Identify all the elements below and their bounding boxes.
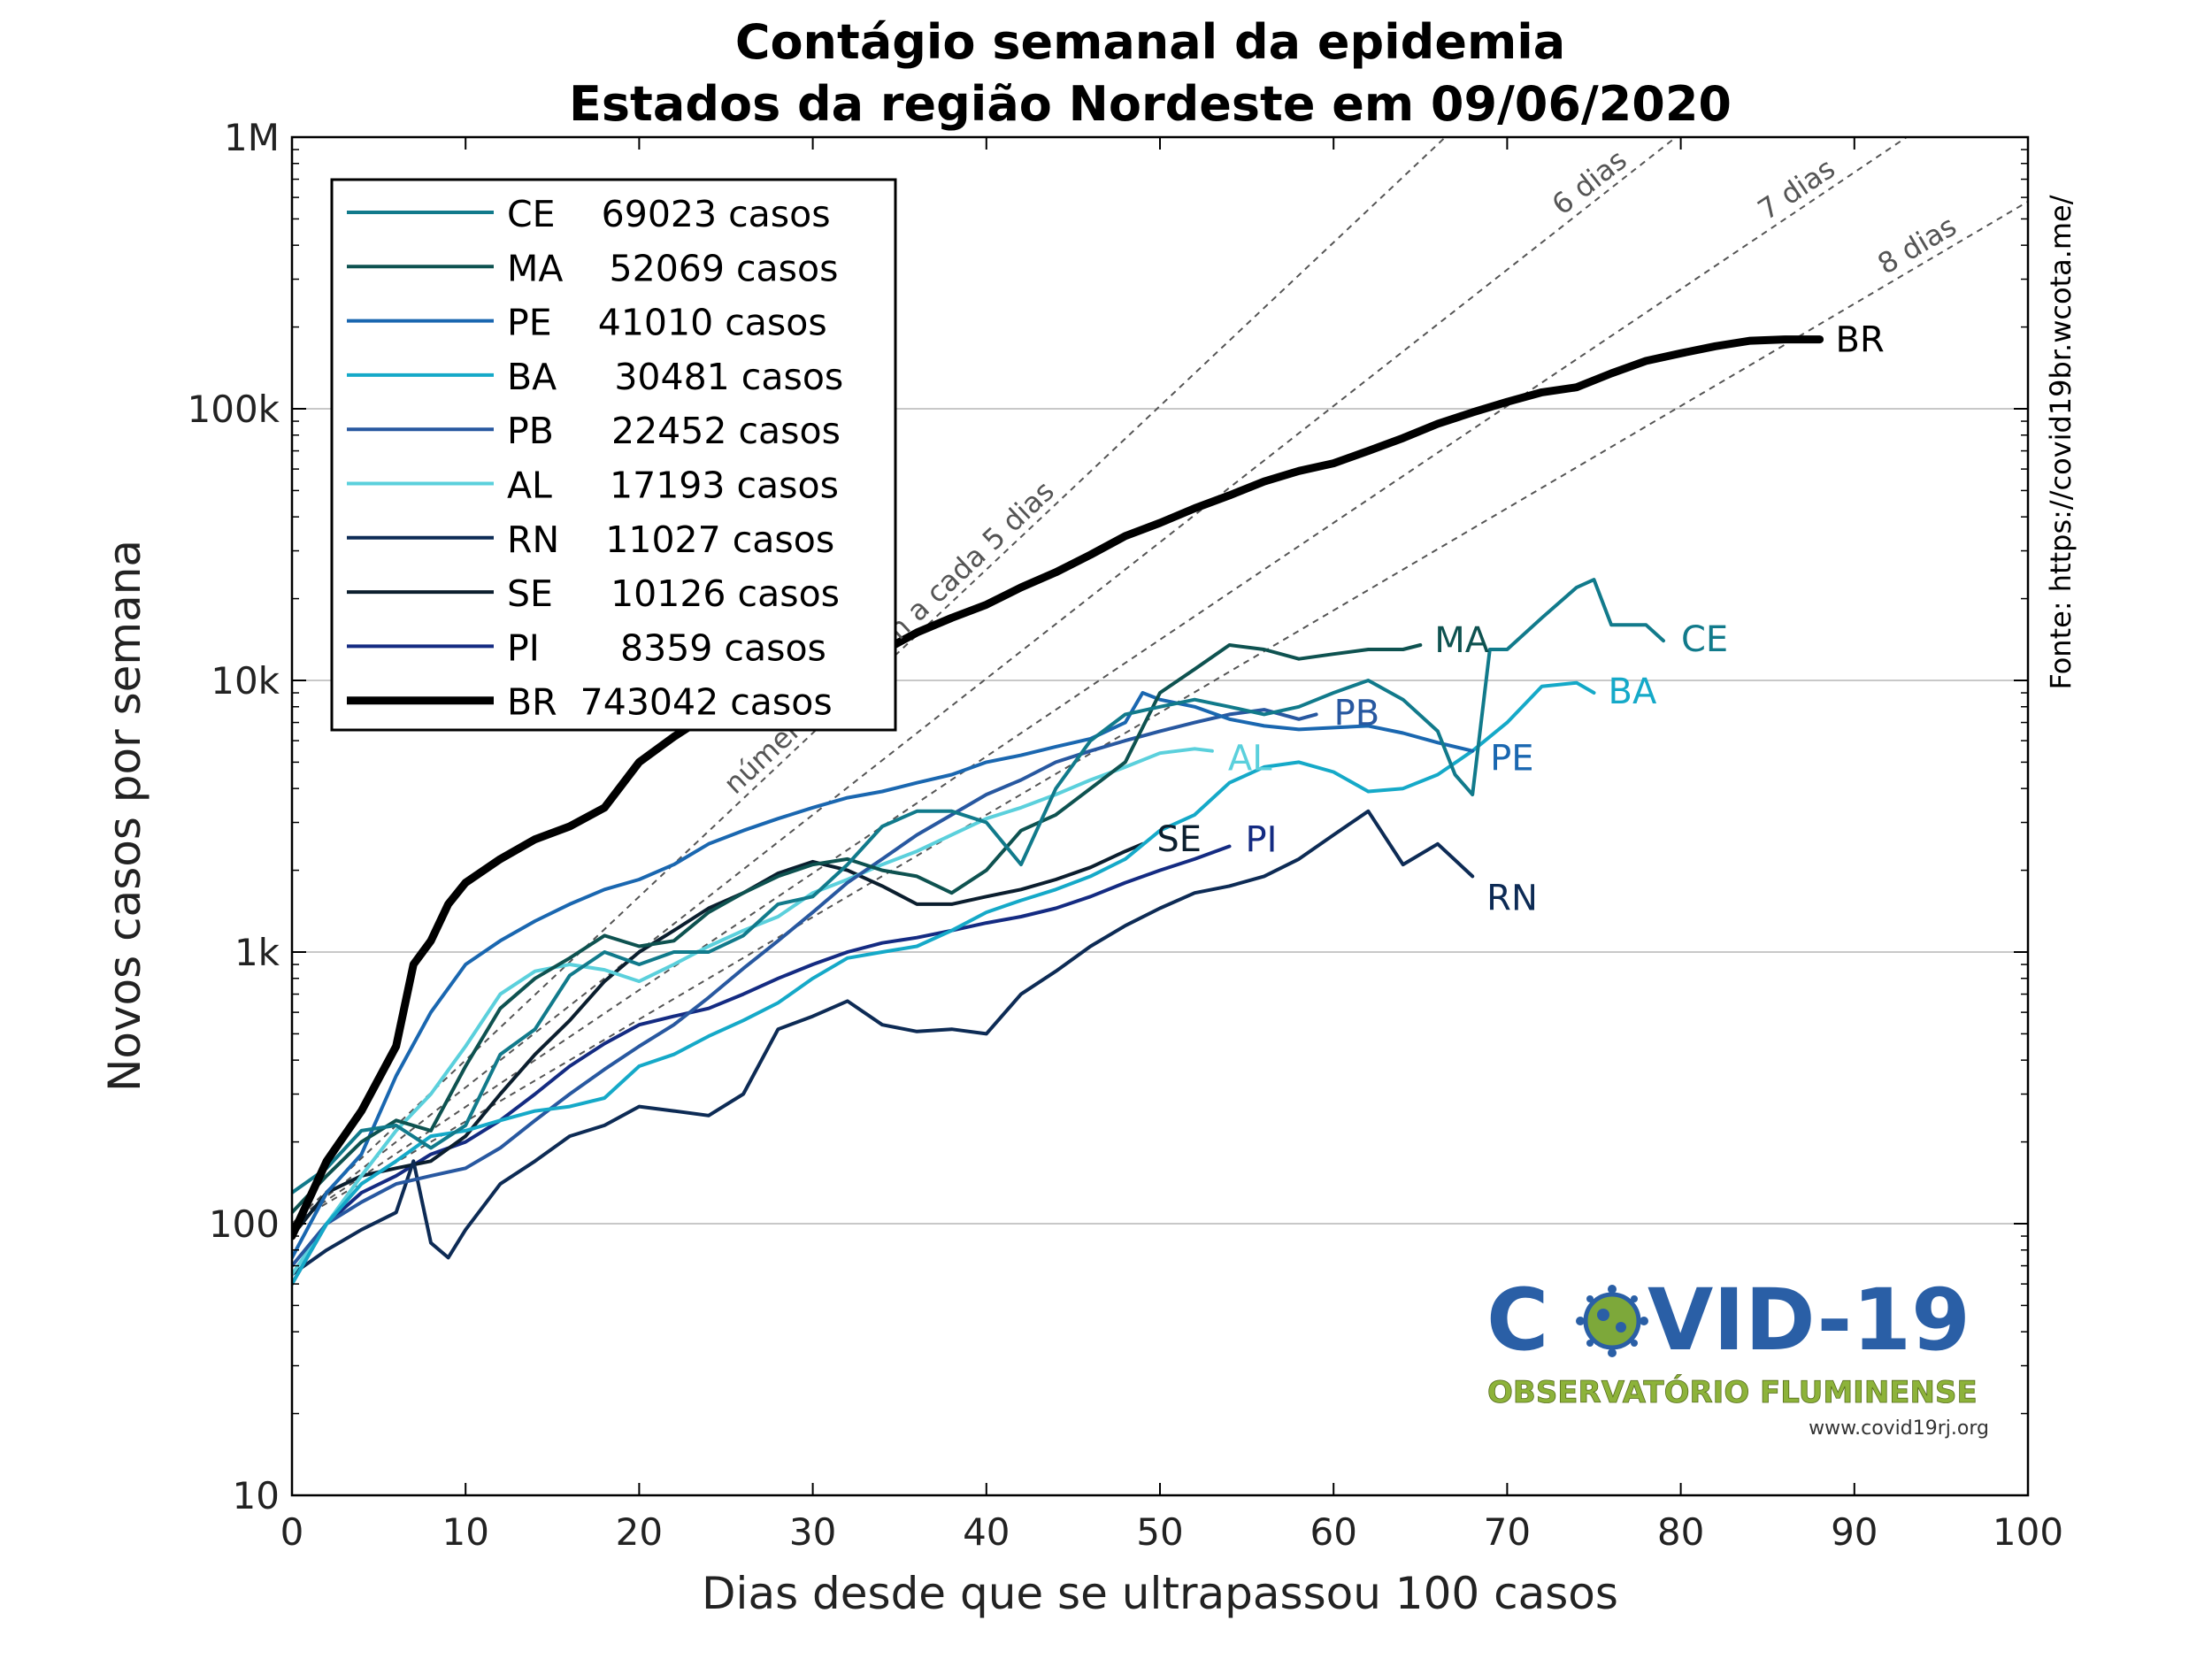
doubling-guide-line (292, 137, 1677, 1225)
x-tick-label: 30 (789, 1510, 836, 1554)
chart-title: Contágio semanal da epidemia (735, 14, 1565, 70)
x-tick-label: 60 (1310, 1510, 1356, 1554)
logo-title: C (1486, 1271, 1548, 1370)
x-tick-label: 40 (963, 1510, 1010, 1554)
chart-subtitle: Estados da região Nordeste em 09/06/2020 (569, 76, 1732, 132)
logo-subtitle: OBSERVATÓRIO FLUMINENSE (1487, 1374, 1978, 1410)
x-tick-label: 80 (1657, 1510, 1704, 1554)
series-line-br (292, 335, 1824, 1240)
legend-entry-ma: MA 52069 casos (507, 247, 839, 289)
legend: CE 69023 casos MA 52069 casos PE 41010 cas… (330, 178, 897, 732)
series-label-ba: BA (1609, 672, 1657, 712)
logo-url: www.covid19rj.org (1809, 1417, 1989, 1440)
series-label-rn: RN (1486, 878, 1538, 918)
covid-logo: C VID-19 OBSERVATÓRIO FLUMINENSE www.cov… (1486, 1271, 1989, 1440)
series-line-rn (292, 809, 1475, 1277)
y-tick-label: 10k (211, 659, 280, 703)
x-tick-label: 0 (280, 1510, 304, 1554)
series-label-br: BR (1836, 320, 1885, 361)
doubling-guide-line (292, 200, 2028, 1225)
x-tick-label: 50 (1136, 1510, 1183, 1554)
series-label-pi: PI (1245, 820, 1277, 861)
y-tick-label: 100k (188, 388, 280, 431)
doubling-guide-line (292, 137, 1908, 1225)
logo-title-rest: VID-19 (1647, 1271, 1970, 1370)
doubling-guide-label: 6 dias (1546, 142, 1633, 221)
y-tick-label: 100 (209, 1202, 280, 1246)
x-tick-label: 70 (1484, 1510, 1531, 1554)
series-line-ce (292, 578, 1665, 1194)
legend-box (330, 178, 897, 732)
series-label-ma: MA (1434, 620, 1490, 661)
legend-items: CE 69023 casos MA 52069 casos PE 41010 cas… (347, 193, 843, 724)
virus-icon (1576, 1285, 1648, 1357)
legend-entry-rn: RN 11027 casos (507, 518, 834, 561)
series-line-se (292, 841, 1145, 1238)
series-line-al (292, 747, 1214, 1277)
y-tick-label: 10 (233, 1474, 280, 1517)
series-layer (292, 335, 1824, 1286)
series-label-pe: PE (1490, 739, 1533, 780)
y-axis-label: Novos casos por semana (99, 540, 150, 1092)
legend-entry-ce: CE 69023 casos (507, 193, 831, 235)
x-tick-label: 90 (1831, 1510, 1878, 1554)
series-label-ce: CE (1681, 619, 1728, 660)
x-tick-label: 10 (442, 1510, 488, 1554)
x-axis-label: Dias desde que se ultrapassou 100 casos (702, 1568, 1618, 1619)
series-label-se: SE (1156, 819, 1202, 860)
doubling-guide-label: 7 dias (1752, 151, 1841, 227)
y-tick-label: 1k (234, 931, 280, 974)
legend-entry-pi: PI 8359 casos (507, 626, 826, 669)
legend-entry-se: SE 10126 casos (507, 572, 840, 615)
series-line-pb (292, 708, 1318, 1268)
series-line-ma (292, 643, 1423, 1215)
x-tick-label: 20 (616, 1510, 663, 1554)
series-label-al: AL (1228, 739, 1272, 780)
series-line-pe (292, 691, 1475, 1260)
doubling-guide-label: 8 dias (1872, 209, 1962, 280)
legend-entry-pe: PE 41010 casos (507, 302, 827, 344)
doubling-guides (292, 137, 2028, 1225)
source-text: Fonte: https://covid19br.wcota.me/ (2044, 195, 2078, 689)
series-label-pb: PB (1334, 693, 1380, 733)
legend-entry-al: AL 17193 casos (507, 465, 839, 507)
series-line-ba (292, 680, 1596, 1286)
legend-entry-pb: PB 22452 casos (507, 410, 841, 452)
legend-entry-br: BR 743042 casos (507, 681, 833, 724)
x-tick-label: 100 (1993, 1510, 2063, 1554)
legend-entry-ba: BA 30481 casos (507, 356, 843, 398)
y-tick-label: 1M (224, 116, 280, 159)
